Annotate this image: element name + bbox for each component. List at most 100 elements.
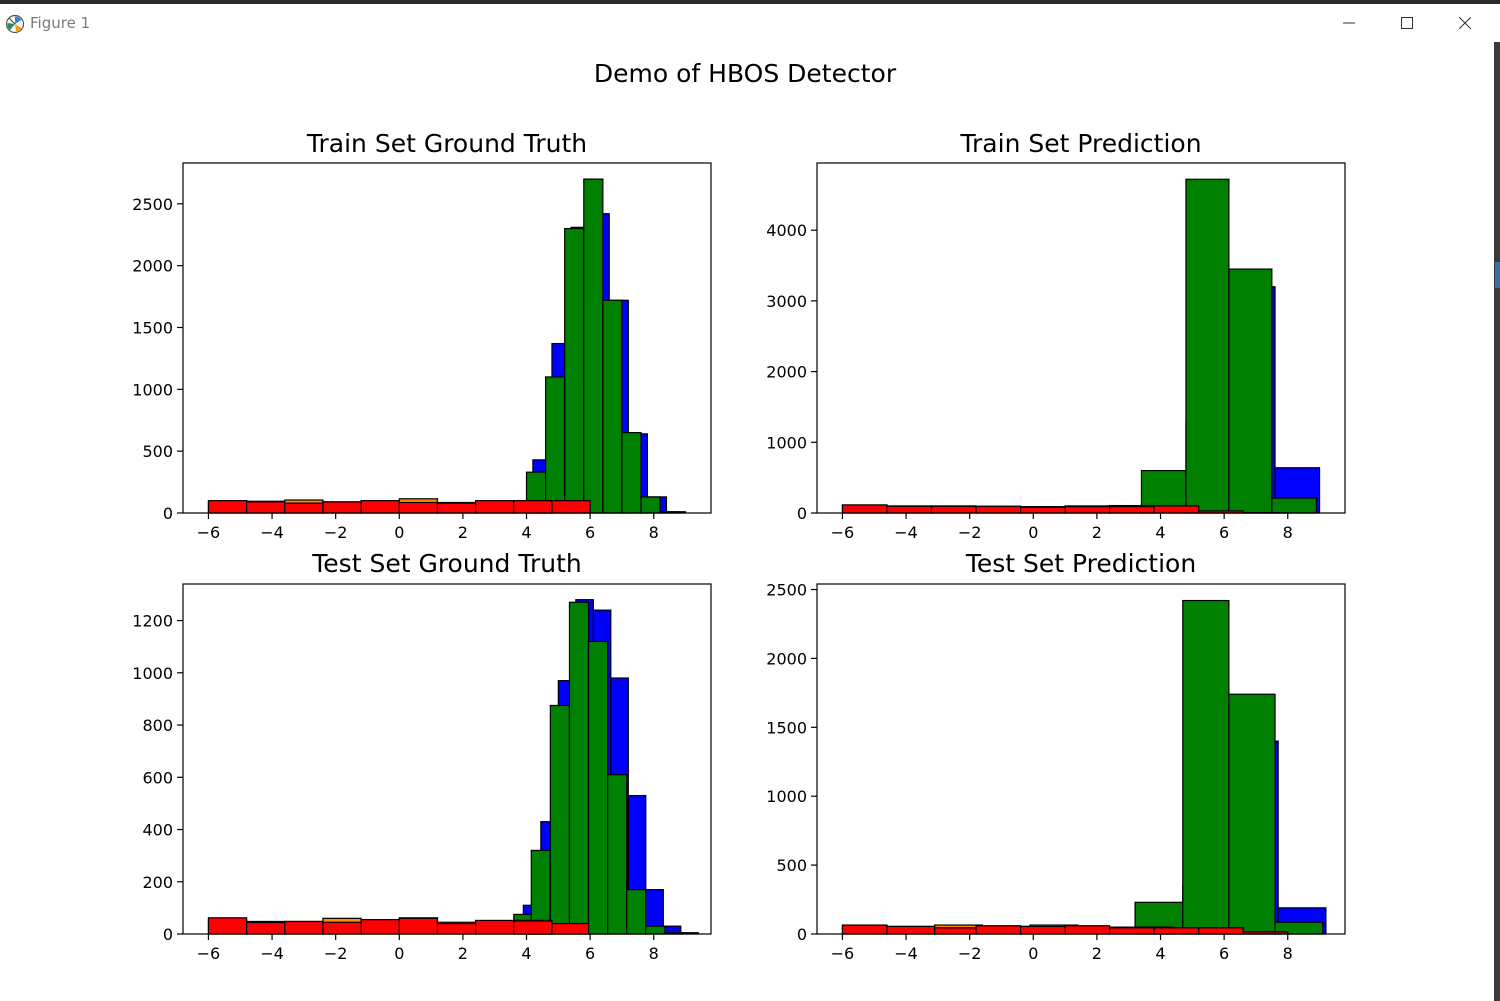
histogram-bar-red	[975, 925, 1022, 935]
y-tick-label: 0	[163, 925, 173, 944]
histogram-bar-green	[587, 640, 609, 935]
x-tick-label: 8	[1283, 944, 1293, 963]
x-tick-label: 8	[1283, 523, 1293, 542]
series-green	[525, 178, 680, 514]
y-tick-label: 2000	[766, 649, 807, 668]
minimize-button[interactable]	[1320, 4, 1378, 42]
y-tick-label: 2000	[766, 363, 807, 382]
series-red	[207, 500, 591, 514]
x-tick-label: −2	[324, 523, 348, 542]
histogram-bar-green	[1228, 268, 1273, 514]
y-tick-label: 2500	[132, 195, 173, 214]
histogram-bar-green	[1185, 178, 1230, 514]
y-tick-label: 2500	[766, 581, 807, 600]
x-tick-label: 2	[1092, 523, 1102, 542]
y-tick-label: 4000	[766, 221, 807, 240]
histogram-bar-red	[360, 919, 400, 935]
x-tick-label: 4	[1155, 944, 1165, 963]
x-tick-label: −4	[894, 944, 918, 963]
histogram-bar-red	[436, 502, 477, 514]
y-tick-label: 500	[776, 856, 807, 875]
y-tick-label: 1500	[132, 318, 173, 337]
x-tick-label: 2	[458, 523, 468, 542]
y-tick-label: 0	[797, 504, 807, 523]
axes-frame	[182, 583, 712, 935]
histogram-bar-red	[934, 927, 977, 935]
window-title: Figure 1	[30, 14, 91, 32]
x-tick-label: 4	[521, 944, 531, 963]
histogram-bar-red	[246, 501, 286, 514]
window-top-border	[0, 0, 1500, 4]
x-tick-label: −6	[831, 944, 855, 963]
subplot-title: Test Set Prediction	[965, 549, 1196, 578]
window-edge-marker	[1495, 262, 1500, 288]
histogram-bar-green	[549, 704, 571, 935]
histogram-bar-red	[360, 500, 400, 514]
y-tick-label: 1000	[766, 787, 807, 806]
x-tick-label: 2	[458, 944, 468, 963]
histogram-bar-red	[284, 920, 324, 935]
histogram-bar-red	[841, 924, 888, 935]
subplot-title: Train Set Prediction	[959, 129, 1201, 158]
histogram-bar-green	[607, 774, 628, 935]
histogram-bar-red	[1064, 506, 1111, 514]
histogram-bar-green	[645, 925, 666, 935]
histogram-bar-red	[284, 502, 324, 514]
histogram-bar-red	[886, 505, 933, 514]
histogram-bar-green	[640, 496, 661, 514]
histogram-bar-red	[1109, 506, 1155, 514]
y-tick-label: 0	[797, 925, 807, 944]
histogram-bar-red	[551, 500, 591, 514]
x-tick-label: 8	[649, 944, 659, 963]
series-green	[1134, 599, 1324, 935]
matplotlib-logo-icon	[5, 14, 25, 34]
x-tick-label: 0	[1028, 523, 1038, 542]
close-icon	[1459, 17, 1471, 29]
close-button[interactable]	[1436, 4, 1494, 42]
x-tick-label: 0	[1028, 944, 1038, 963]
histogram-bar-red	[513, 500, 553, 514]
subplot-train-ground-truth: Train Set Ground Truth −6 −4 −2 0 2 4 6 8 0 500 10…	[132, 129, 712, 542]
x-tick-label: −2	[324, 944, 348, 963]
histogram-bar-red	[513, 920, 553, 935]
subplot-title: Train Set Ground Truth	[306, 129, 587, 158]
histogram-bar-red	[551, 922, 590, 935]
histogram-bar-red	[207, 500, 248, 514]
histogram-bar-red	[841, 504, 888, 514]
histogram-bar-red	[475, 500, 515, 514]
x-tick-label: 6	[1219, 523, 1229, 542]
x-tick-label: −2	[958, 523, 982, 542]
maximize-button[interactable]	[1378, 4, 1436, 42]
series-red	[207, 917, 590, 935]
axes-frame	[816, 583, 1346, 935]
x-tick-label: 8	[649, 523, 659, 542]
x-tick-label: 6	[585, 523, 595, 542]
x-tick-label: 4	[1155, 523, 1165, 542]
x-tick-label: 0	[394, 523, 404, 542]
histogram-bar-red	[886, 925, 936, 935]
x-tick-label: −6	[197, 523, 221, 542]
histogram-bar-red	[322, 921, 362, 935]
histogram-bar-red	[1109, 927, 1155, 935]
histogram-bar-green	[626, 888, 647, 935]
x-tick-label: 2	[1092, 944, 1102, 963]
x-tick-label: −4	[260, 944, 284, 963]
y-tick-label: 800	[142, 716, 173, 735]
subplot-title: Test Set Ground Truth	[311, 549, 581, 578]
figure-canvas: Demo of HBOS Detector Train Set Ground T…	[132, 59, 1346, 963]
y-tick-label: 0	[163, 504, 173, 523]
x-tick-label: −6	[831, 523, 855, 542]
x-tick-label: −4	[894, 523, 918, 542]
subplot-test-ground-truth: Test Set Ground Truth −6 −4 −2 0 2 4 6 8 0 200 400…	[132, 549, 712, 963]
histogram-bar-red	[975, 505, 1022, 514]
histogram-bar-green	[621, 432, 642, 514]
y-tick-label: 200	[142, 873, 173, 892]
histogram-bar-red	[930, 505, 977, 514]
histogram-bar-red	[398, 501, 439, 514]
maximize-icon	[1401, 17, 1413, 29]
axes-frame	[816, 162, 1346, 514]
window-titlebar[interactable]: Figure 1	[0, 4, 1500, 42]
y-tick-label: 1000	[132, 664, 173, 683]
y-tick-label: 1000	[766, 433, 807, 452]
histogram-bar-green	[1228, 693, 1276, 935]
